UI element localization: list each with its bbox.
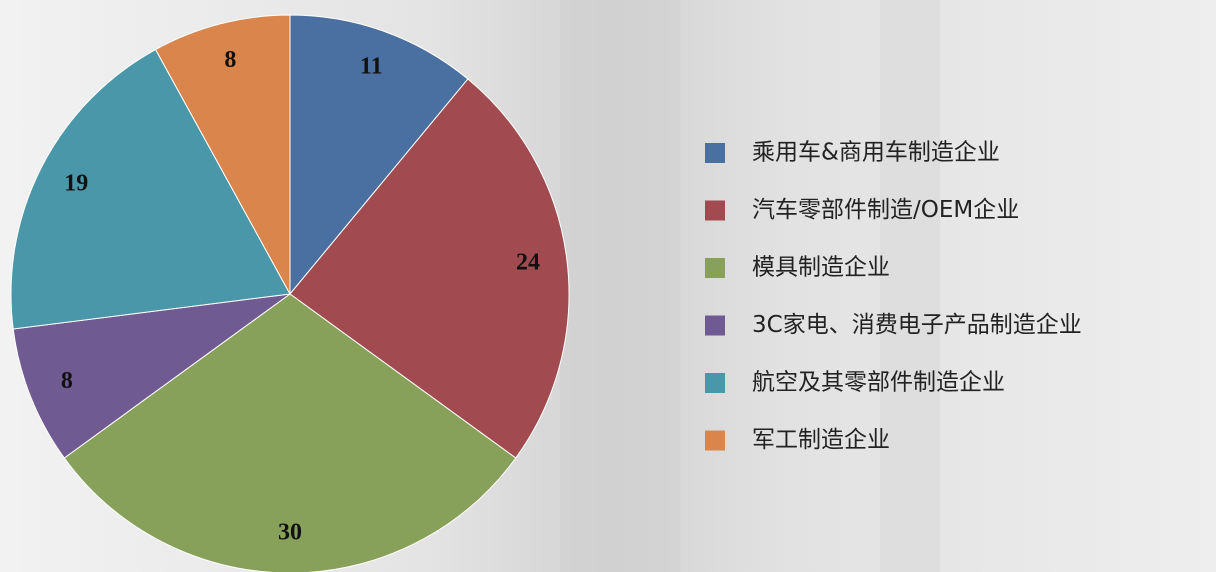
background-decor — [880, 0, 940, 572]
legend-swatch — [705, 258, 725, 278]
legend-swatch — [705, 373, 725, 393]
data-label: 30 — [278, 519, 302, 545]
legend-swatch — [705, 201, 725, 221]
page: 11 24 30 8 19 8 乘用车&商用车制造企业汽车零部件制造/OEM企业模具制造企… — [0, 0, 1216, 572]
legend-label: 航空及其零部件制造企业 — [752, 370, 1005, 396]
legend-label: 汽车零部件制造/OEM企业 — [752, 197, 1019, 223]
legend-label: 军工制造企业 — [752, 427, 890, 453]
data-label: 19 — [64, 171, 88, 197]
data-label: 8 — [61, 368, 73, 394]
data-label: 24 — [516, 249, 540, 275]
chart: 11 24 30 8 19 8 乘用车&商用车制造企业汽车零部件制造/OEM企业模具制造企… — [0, 0, 1216, 572]
data-label: 8 — [224, 47, 236, 73]
pie: 11 24 30 8 19 8 — [11, 15, 569, 572]
legend-swatch — [705, 431, 725, 451]
legend-label: 模具制造企业 — [752, 255, 890, 281]
data-label: 11 — [360, 54, 383, 80]
legend-swatch — [705, 143, 725, 163]
legend-label: 3C家电、消费电子产品制造企业 — [752, 312, 1082, 338]
legend-swatch — [705, 316, 725, 336]
legend-label: 乘用车&商用车制造企业 — [752, 140, 1000, 166]
background-decor — [560, 0, 680, 572]
